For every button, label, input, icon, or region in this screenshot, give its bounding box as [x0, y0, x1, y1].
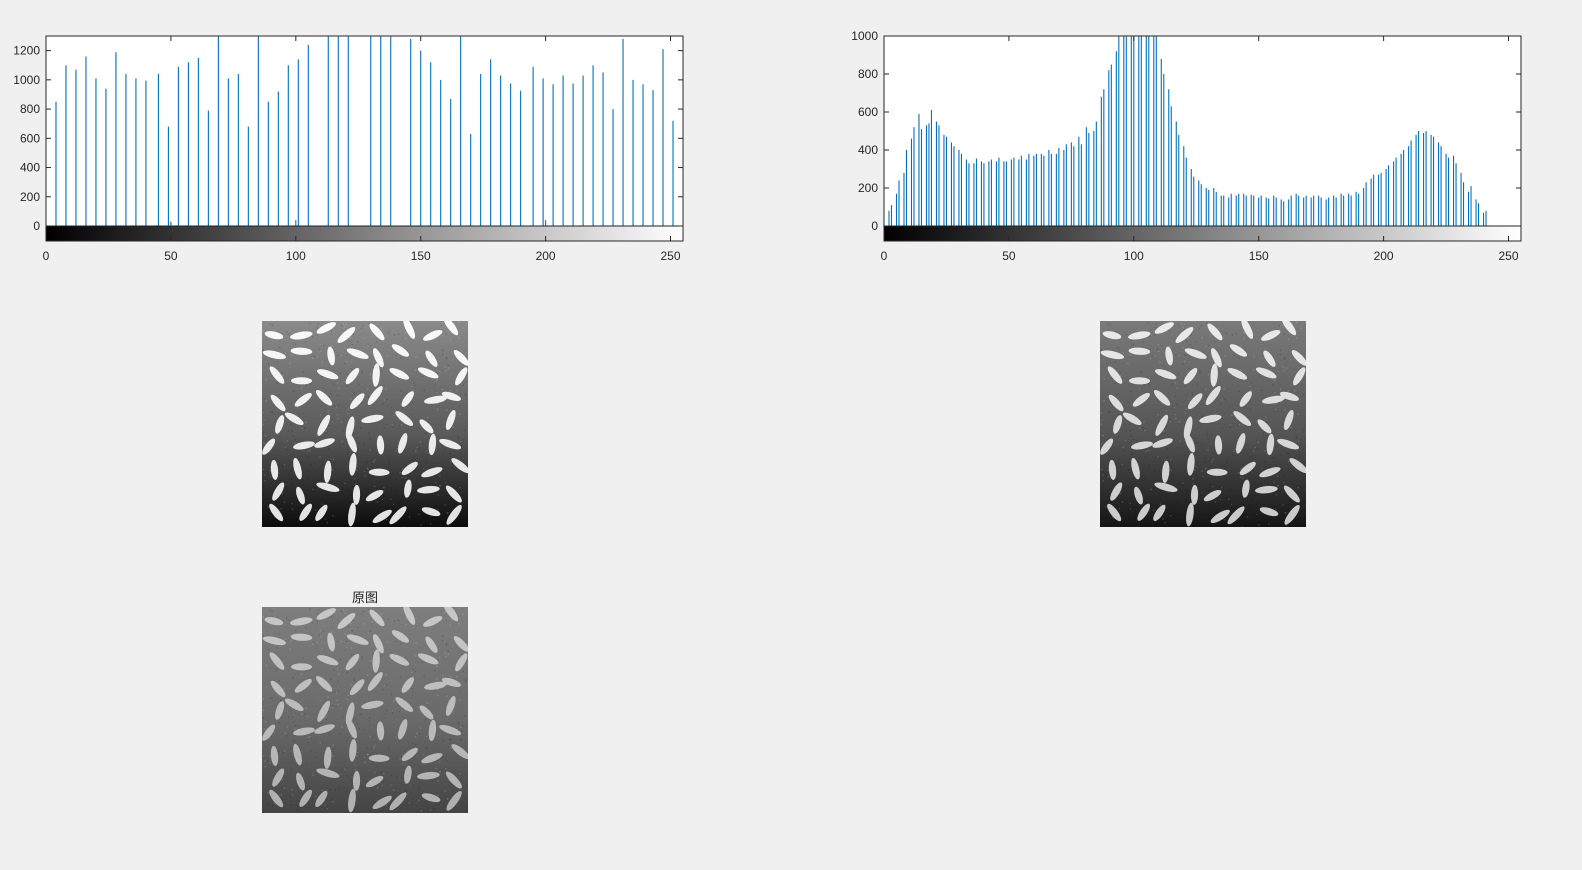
x-tick-label: 200	[536, 249, 556, 263]
y-tick-label: 200	[20, 190, 40, 204]
grayscale-colorbar	[46, 226, 683, 241]
y-tick-label: 600	[20, 131, 40, 145]
y-tick-label: 800	[20, 102, 40, 116]
plot-area	[884, 36, 1521, 241]
x-tick-label: 250	[660, 249, 680, 263]
x-tick-label: 0	[43, 249, 50, 263]
x-tick-label: 50	[164, 249, 178, 263]
equalized-image-top-right	[1100, 321, 1306, 527]
grayscale-colorbar	[884, 226, 1521, 241]
original-image-title: 原图	[351, 591, 378, 606]
y-tick-label: 1000	[851, 29, 878, 43]
original-image	[262, 607, 468, 813]
x-tick-label: 150	[411, 249, 431, 263]
equalized-histogram: 0 200 400 600 800 1000 1200 0 50 100 150 200 250	[13, 35, 684, 263]
y-tick-label: 600	[858, 105, 878, 119]
original-histogram: 0 200 400 600 800 1000 0 50 100 150 200 250	[851, 29, 1522, 263]
y-tick-label: 200	[858, 181, 878, 195]
plot-area	[46, 36, 683, 241]
y-tick-label: 400	[20, 161, 40, 175]
y-tick-label: 800	[858, 67, 878, 81]
y-tick-label: 0	[871, 219, 878, 233]
x-tick-label: 0	[881, 249, 888, 263]
y-tick-label: 0	[33, 219, 40, 233]
x-tick-label: 250	[1498, 249, 1518, 263]
x-tick-label: 50	[1002, 249, 1016, 263]
axes-box	[883, 35, 1522, 242]
y-tick-label: 1000	[13, 73, 40, 87]
x-tick-label: 100	[1124, 249, 1144, 263]
x-tick-label: 150	[1249, 249, 1269, 263]
x-tick-label: 200	[1374, 249, 1394, 263]
y-tick-label: 400	[858, 143, 878, 157]
x-tick-label: 100	[286, 249, 306, 263]
y-tick-label: 1200	[13, 44, 40, 58]
equalized-image-top-left	[262, 321, 468, 527]
